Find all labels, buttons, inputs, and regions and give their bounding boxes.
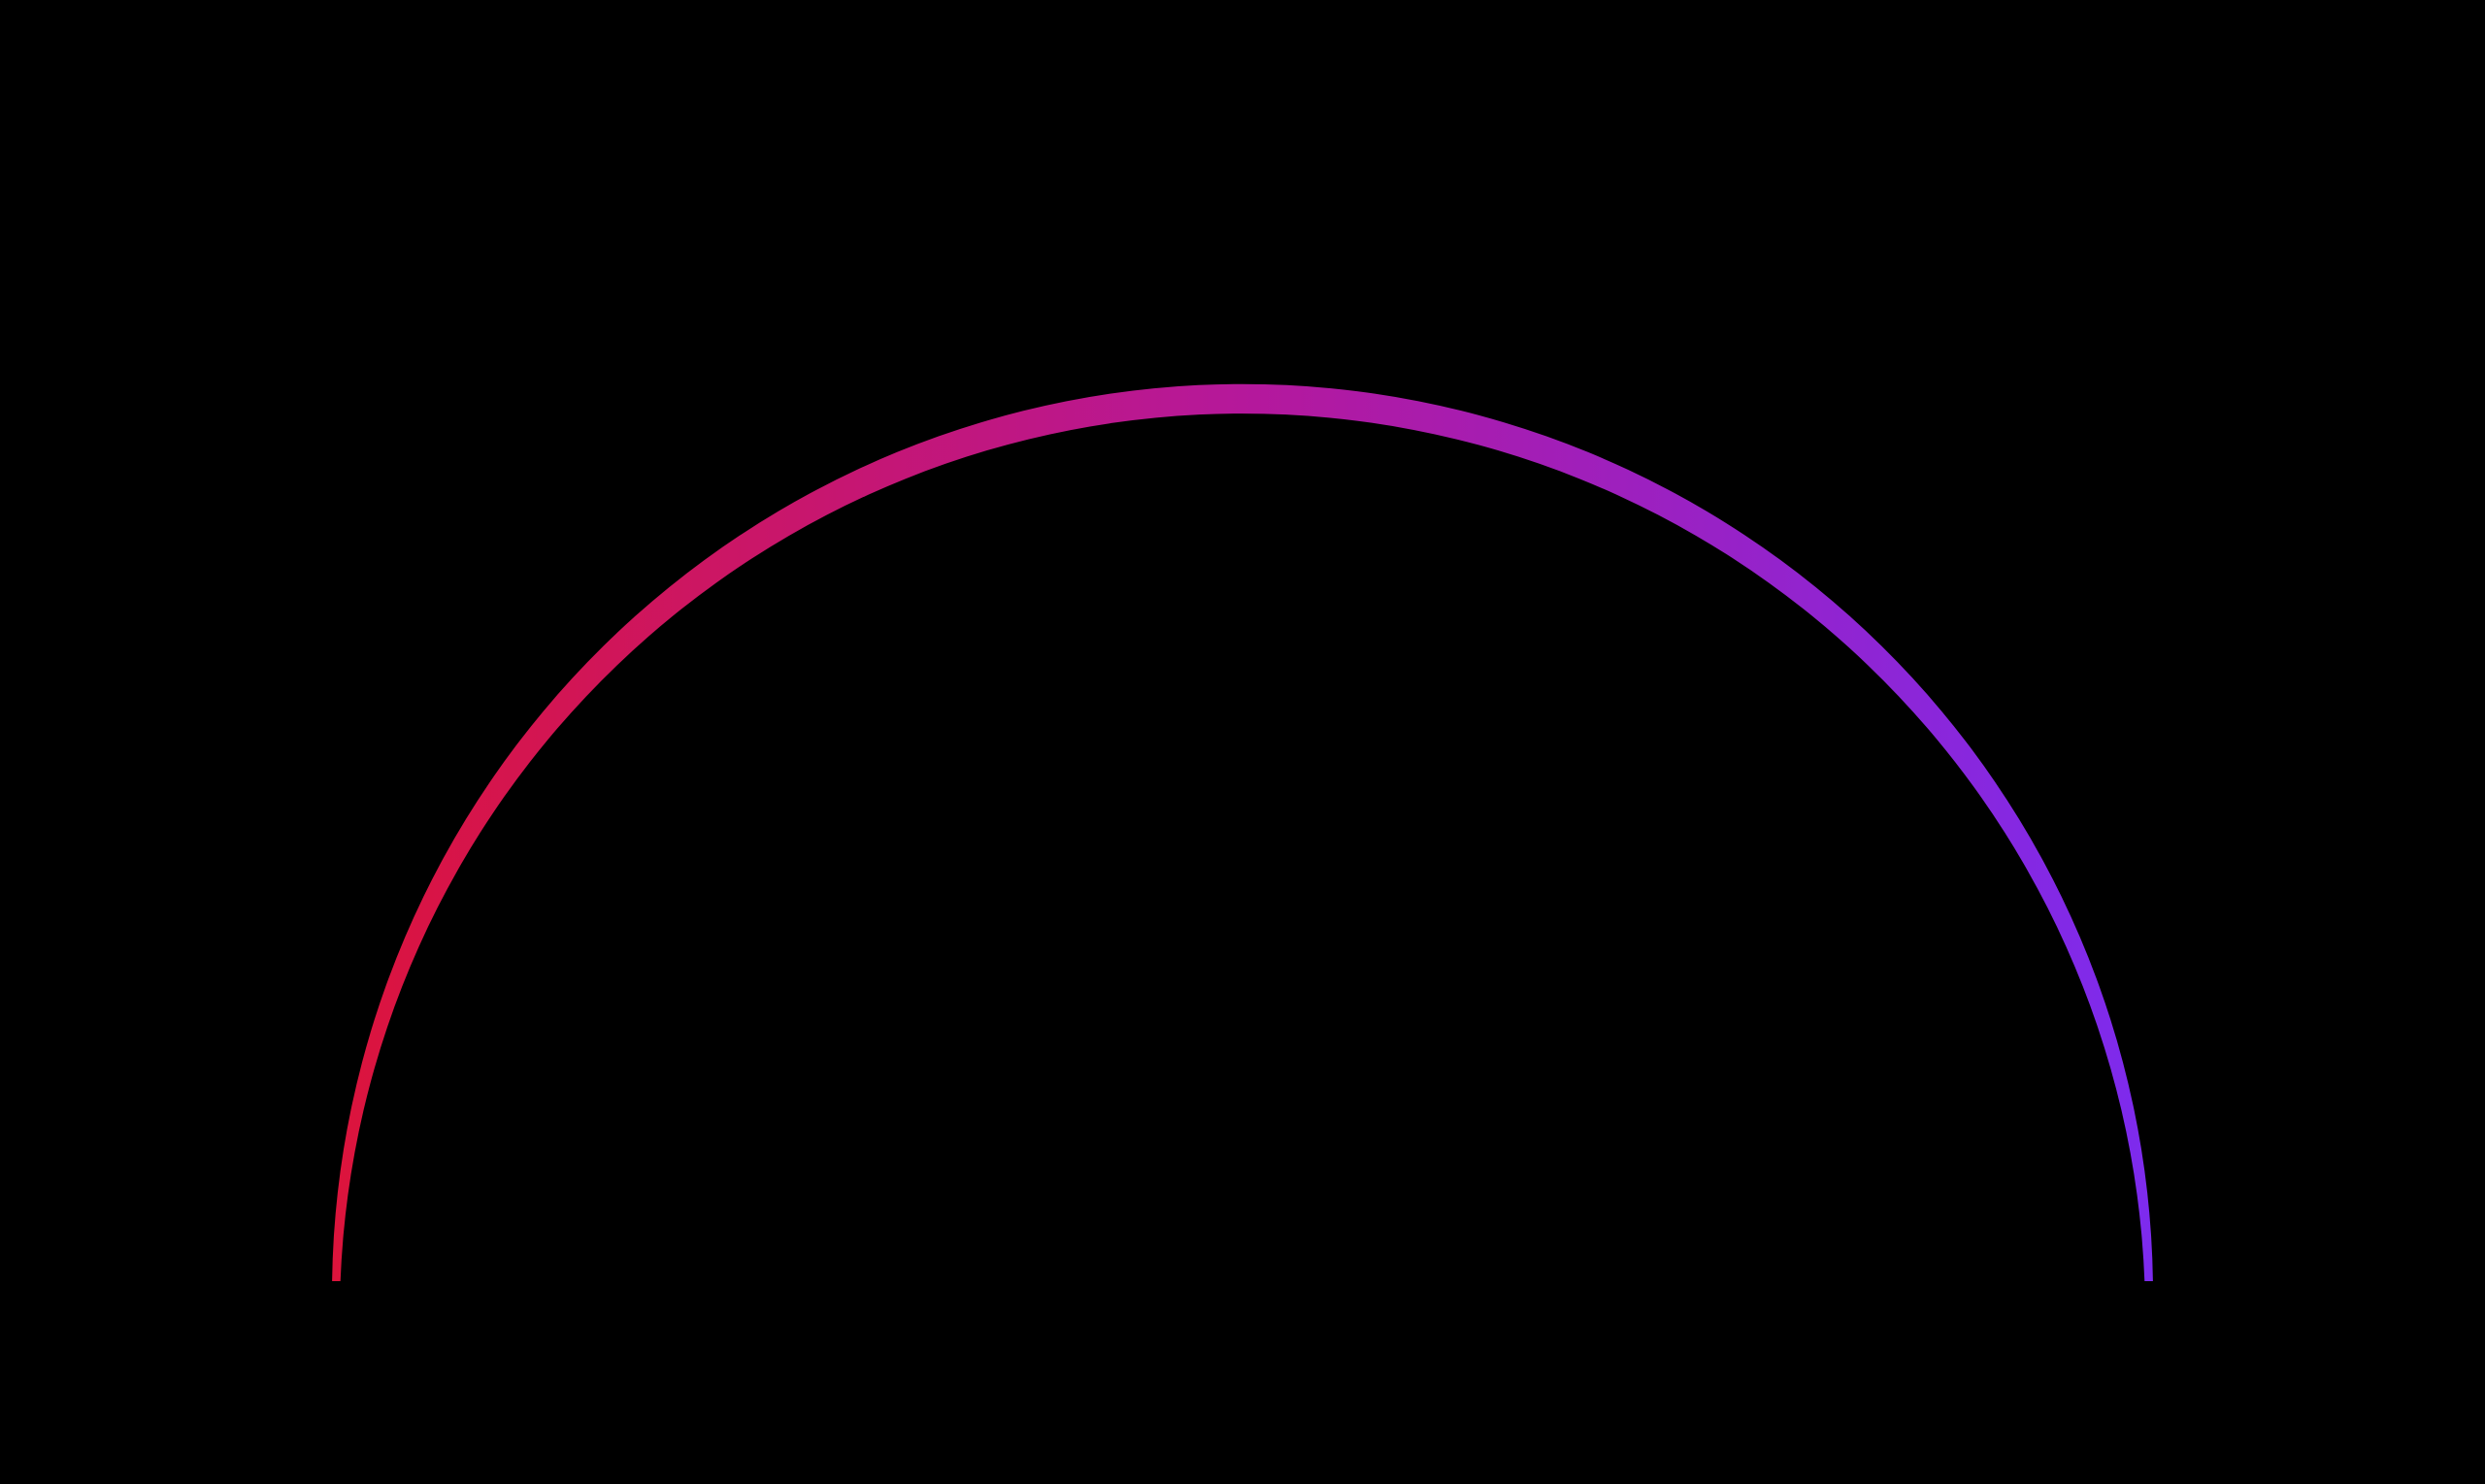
plot-background	[0, 0, 2485, 1484]
gradient-arc-chart	[0, 0, 2485, 1484]
chart-background	[0, 0, 2485, 1484]
